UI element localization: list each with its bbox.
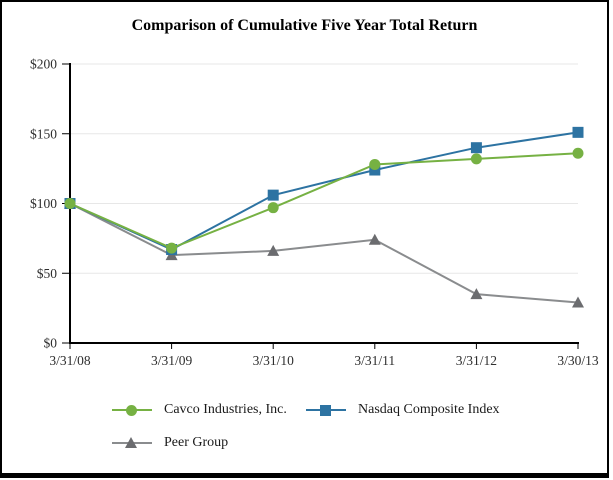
x-tick-label: 3/31/12 <box>456 353 497 368</box>
y-tick-label: $0 <box>44 336 58 351</box>
data-point-circle <box>267 202 279 214</box>
legend-label-nasdaq: Nasdaq Composite Index <box>358 402 500 417</box>
x-tick-label: 3/31/09 <box>151 353 193 368</box>
data-point-circle <box>369 158 381 170</box>
series-line-0 <box>69 152 579 250</box>
x-tick-label: 3/31/11 <box>354 353 395 368</box>
x-tick-label: 3/31/08 <box>49 353 91 368</box>
data-point-triangle <box>572 296 584 308</box>
chart-title: Comparison of Cumulative Five Year Total… <box>131 17 478 34</box>
y-tick-label: $100 <box>30 196 57 211</box>
data-point-triangle <box>267 244 280 256</box>
legend-label-peer-group: Peer Group <box>164 435 229 450</box>
series-line-1 <box>69 131 579 251</box>
x-tick-label: 3/30/13 <box>557 353 599 368</box>
data-point-circle <box>470 153 482 165</box>
data-point-square <box>572 126 584 138</box>
legend-triangle-marker-icon <box>125 437 137 448</box>
data-point-circle <box>166 242 178 254</box>
legend-square-marker-icon <box>320 404 331 416</box>
series-line-2 <box>69 202 579 304</box>
data-point-triangle <box>368 233 381 245</box>
data-point-square <box>470 142 482 154</box>
y-tick-label: $150 <box>30 126 57 141</box>
data-point-circle <box>64 198 76 209</box>
data-point-square <box>267 189 279 201</box>
data-point-circle <box>572 147 584 159</box>
y-tick-label: $200 <box>30 57 57 72</box>
y-tick-label: $50 <box>37 266 58 281</box>
x-tick-label: 3/31/10 <box>253 353 295 368</box>
data-point-triangle <box>470 288 483 300</box>
data-point-square <box>369 164 381 176</box>
legend-circle-marker-icon <box>126 404 137 416</box>
legend-label-cavco: Cavco Industries, Inc. <box>164 402 287 417</box>
